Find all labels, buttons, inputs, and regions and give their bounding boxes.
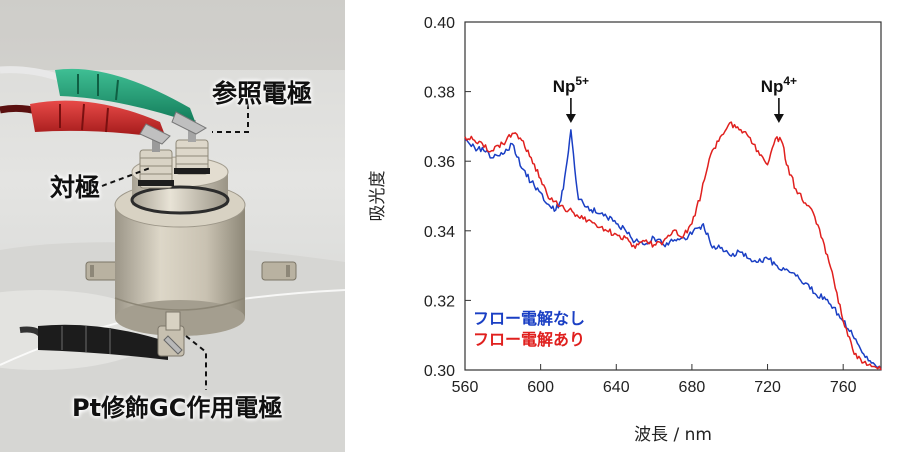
cell-photo-illustration [0,0,345,452]
x-tick-label: 760 [830,379,857,396]
x-axis: 560 600 640 680 720 760 [452,364,857,396]
working-electrode-label: Pt修飾GC作用電極 [72,394,283,422]
peak-arrowhead [565,114,576,123]
x-tick-label: 680 [679,379,706,396]
y-tick-label: 0.30 [424,363,455,380]
peak-label-5: Np5+ [553,74,589,96]
counter-electrode-label: 対極 [50,173,101,202]
series-line-no-flow [464,129,882,371]
x-tick-label: 640 [603,379,630,396]
x-tick-label: 560 [452,379,479,396]
x-tick-label: 720 [754,379,781,396]
y-tick-label: 0.38 [424,85,455,102]
y-tick-label: 0.34 [424,224,455,241]
y-tick-label: 0.32 [424,293,455,310]
y-axis-title: 吸光度 [368,171,388,222]
electrochemical-cell-photo: 参照電極 対極 Pt修飾GC作用電極 [0,0,345,452]
absorbance-chart: 0.30 0.32 0.34 0.36 0.38 0.40 560 600 640 680 720… [345,0,900,452]
peak-arrowhead [773,114,784,123]
x-tick-label: 600 [527,379,554,396]
series-line-with-flow [464,121,882,371]
y-tick-label: 0.36 [424,154,455,171]
legend-entry-with-flow: フロー電解あり [473,330,585,349]
x-axis-title: 波長 / nm [634,425,712,445]
chart-svg: 0.30 0.32 0.34 0.36 0.38 0.40 560 600 640 680 720… [368,15,882,445]
reference-electrode-label: 参照電極 [212,79,313,108]
legend-entry-no-flow: フロー電解なし [473,309,585,328]
y-axis: 0.30 0.32 0.34 0.36 0.38 0.40 [424,15,471,380]
series-group [464,121,882,371]
plot-area-frame [464,21,882,371]
y-tick-label: 0.40 [424,15,455,32]
peak-annotations: Np5+ Np4+ [553,74,797,123]
peak-label-4: Np4+ [761,74,797,96]
